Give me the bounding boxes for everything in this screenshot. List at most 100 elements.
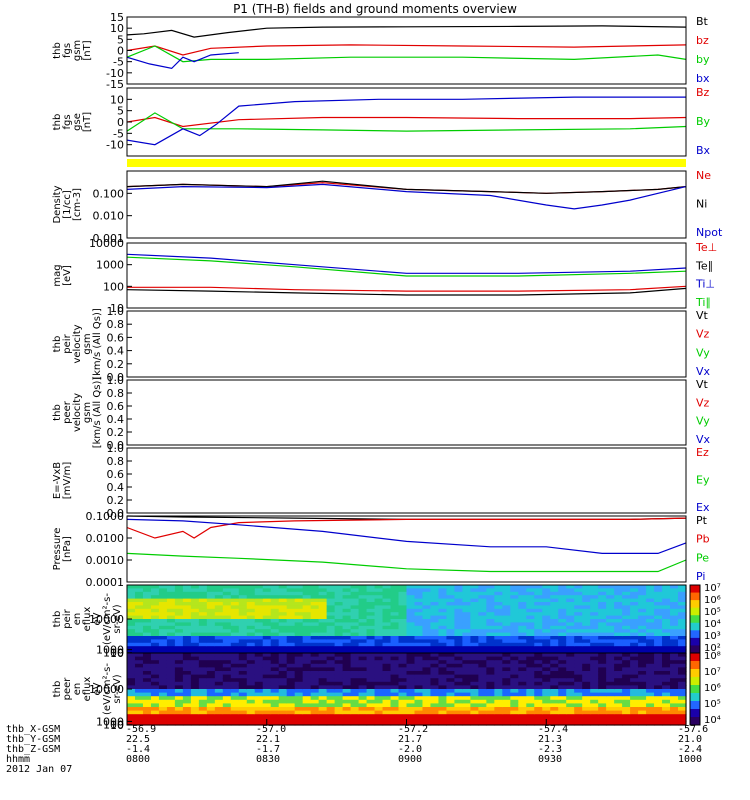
spectrogram-cell — [654, 639, 663, 644]
spectrogram-cell — [494, 656, 503, 661]
y-axis-label: (eV/cm²-s- — [102, 593, 113, 645]
spectrogram-cell — [294, 639, 304, 644]
colorbar-swatch — [690, 645, 700, 654]
spectrogram-cell — [590, 692, 599, 697]
spectrogram-cell — [406, 629, 416, 634]
spectrogram-cell — [406, 598, 416, 603]
spectrogram-cell — [566, 615, 575, 620]
spectrogram-cell — [550, 649, 559, 654]
spectrogram-cell — [646, 681, 655, 686]
spectrogram-cell — [406, 649, 416, 654]
spectrogram-cell — [542, 685, 551, 690]
spectrogram-cell — [366, 646, 376, 651]
spectrogram-cell — [214, 639, 224, 644]
spectrogram-cell — [166, 703, 176, 708]
spectrogram-cell — [294, 632, 304, 637]
spectrogram-cell — [622, 653, 631, 658]
spectrogram-cell — [326, 646, 336, 651]
spectrogram-cell — [606, 636, 615, 640]
footer-label: thb_Z-GSM — [6, 744, 61, 755]
spectrogram-cell — [310, 667, 320, 672]
spectrogram-cell — [238, 707, 248, 712]
series-bx — [126, 52, 239, 70]
spectrogram-cell — [286, 646, 296, 651]
spectrogram-cell — [166, 692, 176, 697]
spectrogram-cell — [510, 685, 519, 690]
spectrogram-cell — [414, 678, 424, 683]
spectrogram-cell — [158, 605, 168, 610]
spectrogram-cell — [206, 615, 216, 620]
spectrogram-cell — [334, 689, 344, 694]
spectrogram-cell — [182, 685, 192, 690]
spectrogram-cell — [478, 660, 487, 665]
spectrogram-cell — [534, 721, 543, 726]
spectrogram-cell — [358, 696, 368, 701]
spectrogram-cell — [542, 678, 551, 683]
spectrogram-cell — [534, 591, 543, 596]
spectrogram-cell — [662, 619, 671, 623]
spectrogram-cell — [574, 717, 583, 722]
spectrogram-cell — [262, 660, 272, 665]
y-axis-label: gse — [72, 113, 83, 131]
spectrogram-cell — [582, 710, 591, 715]
spectrogram-cell — [558, 696, 567, 701]
spectrogram-cell — [142, 632, 152, 637]
spectrogram-cell — [318, 602, 328, 606]
spectrogram-cell — [374, 598, 384, 603]
spectrogram-cell — [566, 619, 575, 623]
spectrogram-cell — [502, 656, 511, 661]
spectrogram-cell — [654, 622, 663, 627]
spectrogram-cell — [550, 602, 559, 606]
spectrogram-cell — [550, 660, 559, 665]
spectrogram-cell — [262, 629, 272, 634]
spectrogram-cell — [582, 696, 591, 701]
footer-value: 0900 — [398, 754, 423, 765]
spectrogram-cell — [566, 667, 575, 672]
spectrogram-cell — [526, 703, 535, 708]
spectrogram-cell — [406, 663, 416, 668]
spectrogram-cell — [158, 585, 168, 589]
spectrogram-cell — [127, 671, 136, 676]
footer-value: 0830 — [256, 754, 281, 765]
spectrogram-cell — [638, 696, 647, 701]
legend-bz: bz — [696, 34, 709, 47]
spectrogram-cell — [574, 612, 583, 617]
spectrogram-cell — [454, 685, 463, 690]
spectrogram-cell — [638, 622, 647, 627]
spectrogram-cell — [374, 615, 384, 620]
spectrogram-cell — [254, 615, 264, 620]
spectrogram-cell — [582, 678, 591, 683]
y-tick-label: 10000 — [89, 613, 124, 626]
spectrogram-cell — [494, 612, 503, 617]
spectrogram-cell — [134, 663, 144, 668]
spectrogram-cell — [318, 678, 328, 683]
spectrogram-cell — [278, 656, 288, 661]
legend-Bt: Bt — [696, 15, 709, 28]
spectrogram-cell — [638, 717, 647, 722]
spectrogram-cell — [494, 689, 503, 694]
spectrogram-cell — [398, 625, 408, 630]
spectrogram-cell — [542, 629, 551, 634]
spectrogram-cell — [670, 598, 679, 603]
spectrogram-cell — [534, 595, 543, 600]
spectrogram-cell — [230, 681, 240, 686]
spectrogram-cell — [510, 660, 519, 665]
spectrogram-cell — [358, 629, 368, 634]
spectrogram-cell — [526, 619, 535, 623]
spectrogram-cell — [430, 591, 440, 596]
spectrogram-cell — [598, 585, 607, 589]
spectrogram-cell — [430, 622, 440, 627]
spectrogram-cell — [646, 625, 655, 630]
spectrogram-cell — [406, 602, 416, 606]
spectrogram-cell — [614, 717, 623, 722]
spectrogram-cell — [198, 667, 208, 672]
spectrogram-cell — [534, 656, 543, 661]
spectrogram-cell — [502, 588, 511, 593]
spectrogram-cell — [414, 653, 424, 658]
spectrogram-cell — [598, 674, 607, 679]
spectrogram-cell — [606, 608, 615, 613]
spectrogram-cell — [350, 685, 360, 690]
spectrogram-cell — [438, 649, 448, 654]
spectrogram-cell — [222, 689, 232, 694]
spectrogram-cell — [262, 699, 272, 704]
